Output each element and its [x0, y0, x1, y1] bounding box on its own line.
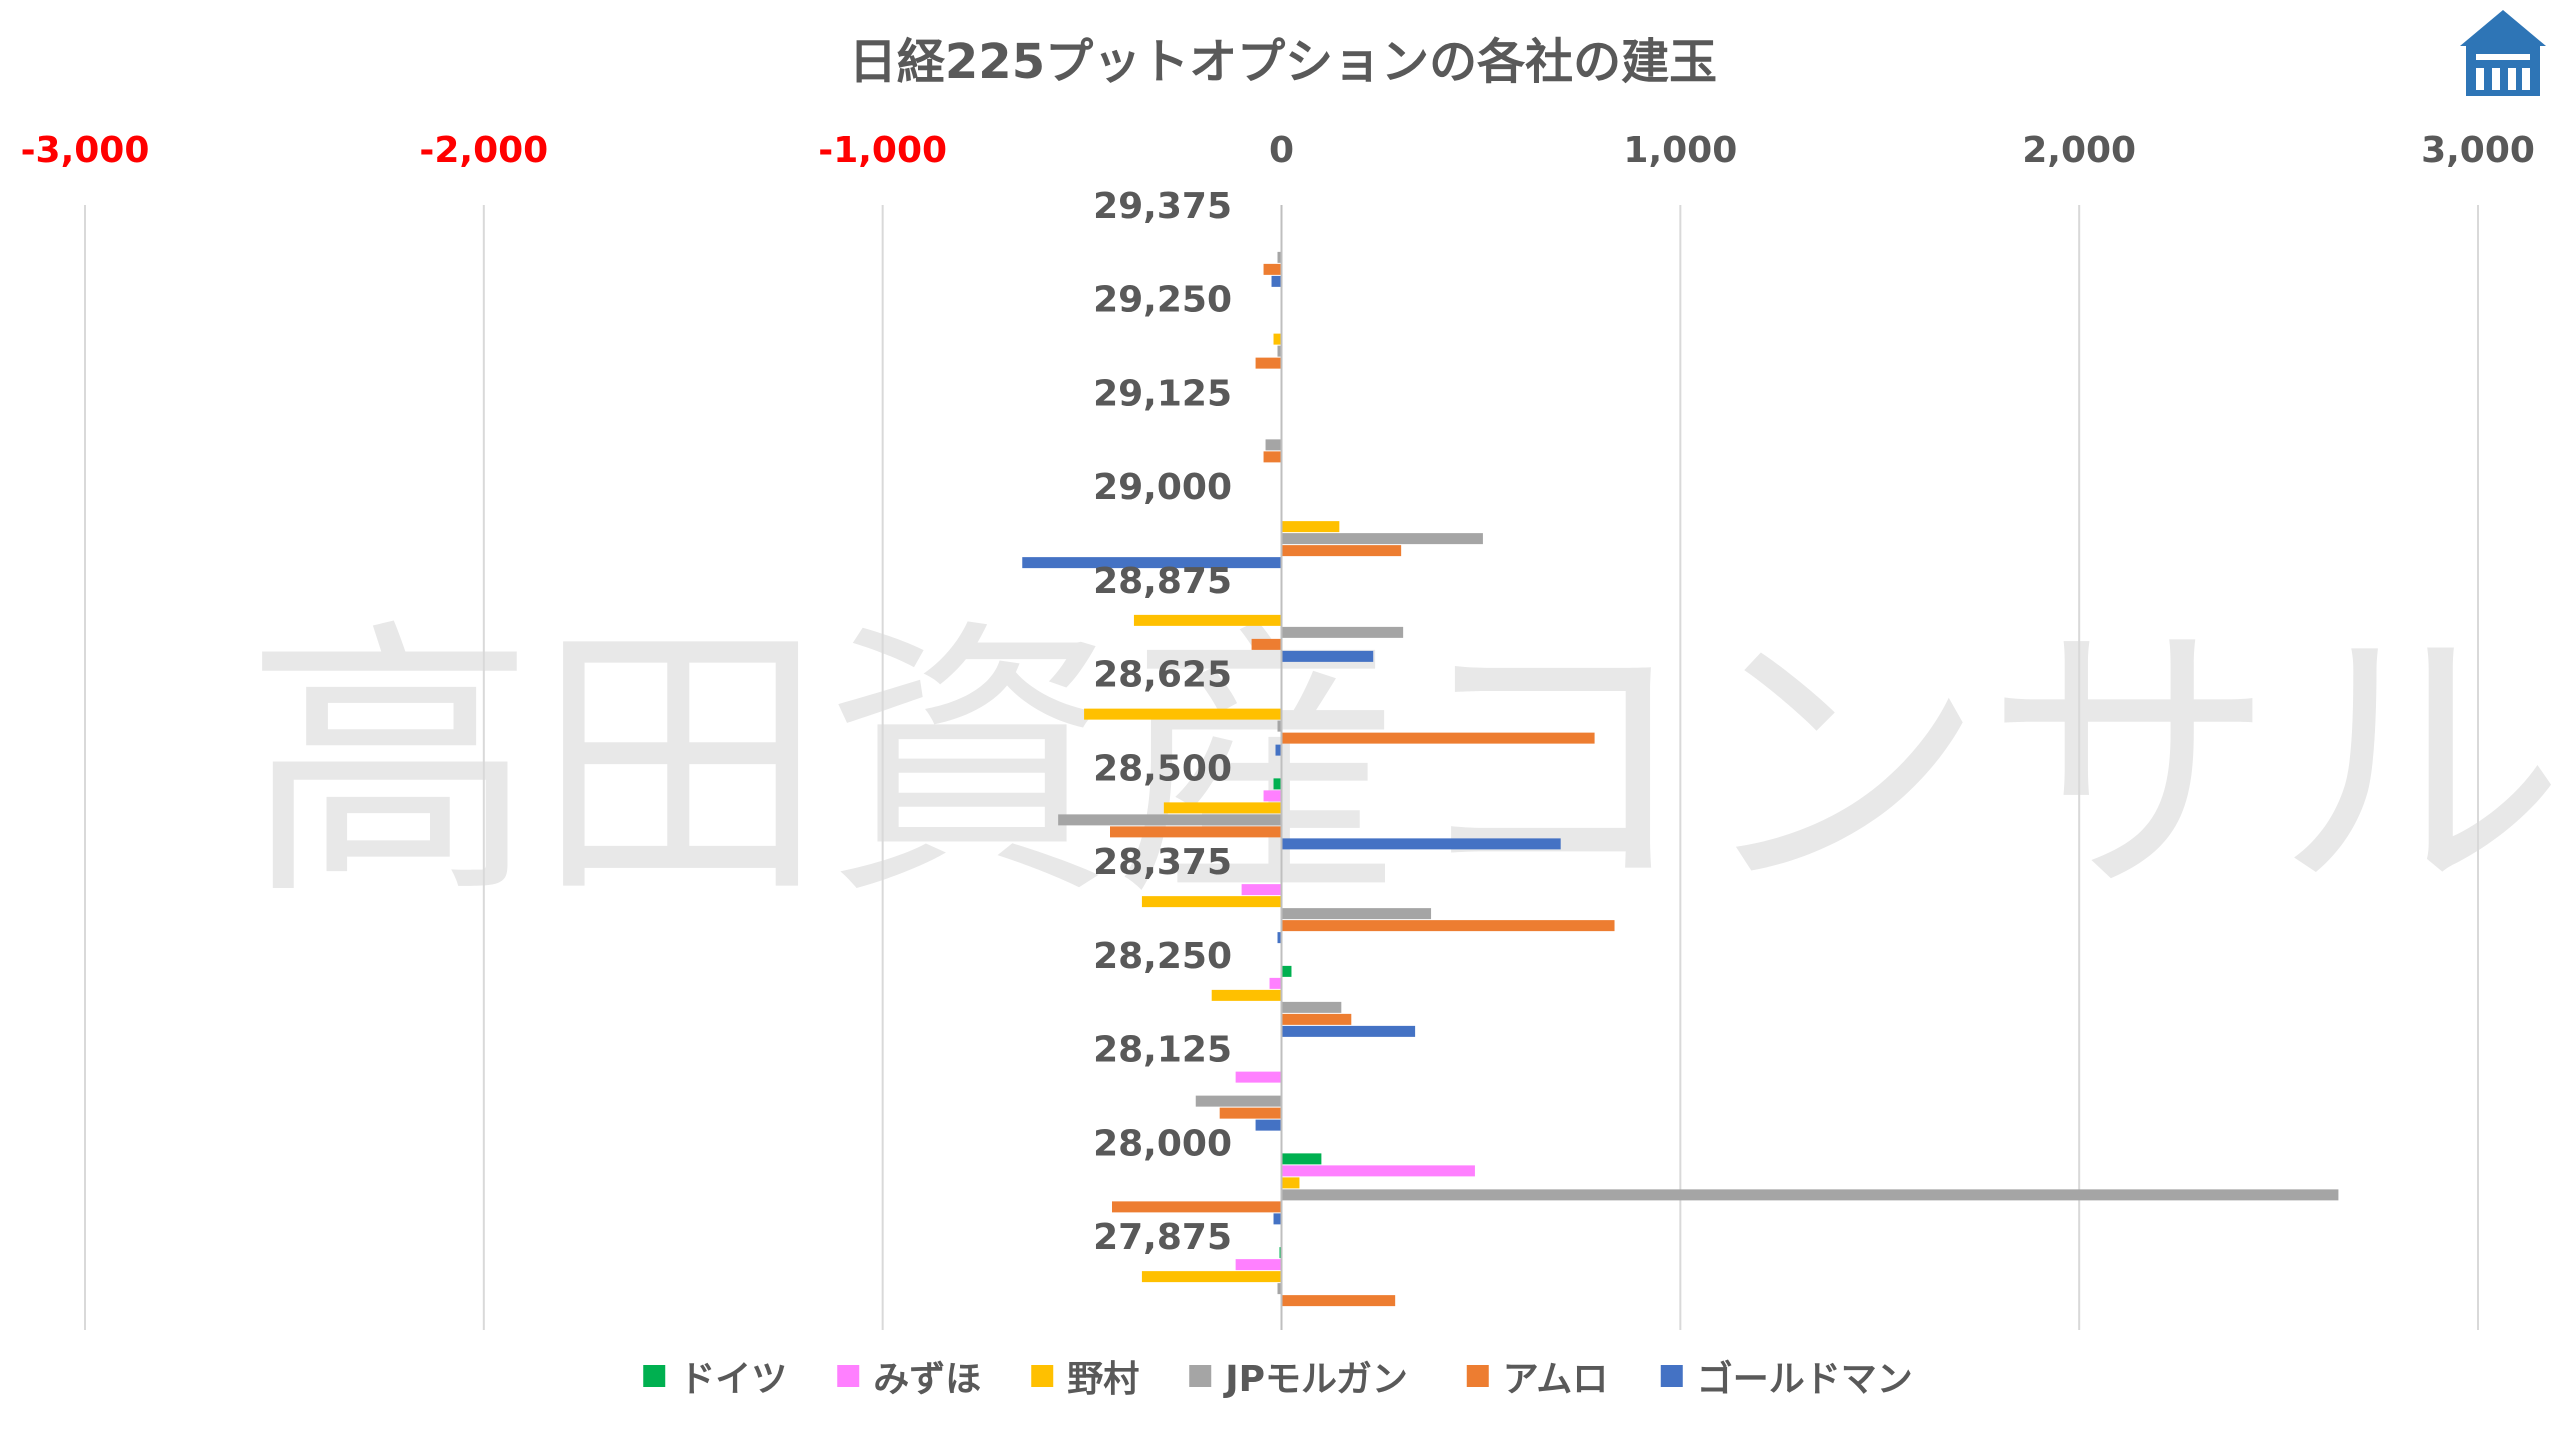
bar [1255, 1119, 1282, 1131]
bar [1281, 1165, 1475, 1177]
x-tick-label: 2,000 [2022, 130, 2136, 171]
bar [1281, 1013, 1352, 1025]
bar [1263, 790, 1282, 802]
x-tick-label: 0 [1269, 130, 1294, 171]
bar [1277, 720, 1282, 732]
bar [1235, 1071, 1282, 1083]
y-tick-label: 28,875 [1093, 561, 1232, 602]
chart-title: 日経225プットオプションの各社の建玉 [849, 34, 1717, 90]
bar [1211, 989, 1282, 1001]
gridlines [84, 205, 2479, 1330]
y-tick-label: 29,250 [1093, 280, 1232, 321]
y-tick-label: 28,375 [1093, 842, 1232, 883]
bar [1281, 533, 1483, 545]
bar [1273, 333, 1282, 345]
bar [1022, 557, 1282, 569]
legend-swatch [837, 1365, 860, 1387]
bar [1281, 920, 1615, 932]
bar [1281, 1177, 1300, 1189]
bar [1141, 1271, 1282, 1283]
bar [1141, 896, 1282, 908]
legend-swatch [643, 1365, 666, 1387]
legend-label: ドイツ [679, 1359, 787, 1400]
company-logo-icon [2460, 10, 2546, 96]
bar [1275, 744, 1282, 756]
bar [1281, 1025, 1416, 1037]
legend-label: ゴールドマン [1697, 1358, 1913, 1400]
bar [1281, 521, 1340, 533]
legend-swatch [1189, 1365, 1212, 1387]
legend-label: JPモルガン [1222, 1359, 1408, 1400]
bar [1281, 650, 1374, 662]
bar [1263, 451, 1282, 463]
bar [1241, 884, 1282, 896]
bar [1219, 1107, 1282, 1119]
bar [1277, 345, 1282, 357]
bar [1277, 932, 1282, 944]
bar [1235, 1259, 1282, 1271]
bar [1281, 838, 1561, 850]
legend-label: アムロ [1503, 1359, 1608, 1400]
x-tick-label: -2,000 [419, 130, 548, 171]
x-tick-label: 3,000 [2421, 130, 2535, 171]
y-tick-label: 28,500 [1093, 748, 1232, 789]
y-tick-label: 28,000 [1093, 1123, 1232, 1164]
bar [1263, 263, 1282, 275]
bar [1110, 826, 1282, 838]
bar [1271, 275, 1282, 287]
bar [1281, 908, 1432, 920]
bar [1281, 1001, 1342, 1013]
bar [1163, 802, 1282, 814]
bar [1255, 357, 1282, 369]
legend-label: 野村 [1067, 1359, 1139, 1400]
bar [1058, 814, 1282, 826]
bar [1281, 1189, 2339, 1201]
y-tick-label: 28,250 [1093, 936, 1232, 977]
y-tick-label: 28,125 [1093, 1030, 1232, 1071]
legend-label: みずほ [873, 1359, 981, 1400]
bar [1281, 965, 1292, 977]
legend: ドイツ みずほ 野村 JPモルガン アムロ ゴールドマン [643, 1358, 1913, 1400]
bars [1022, 251, 2339, 1307]
x-tick-label: 1,000 [1623, 130, 1737, 171]
bar [1281, 732, 1595, 744]
legend-swatch [1660, 1365, 1683, 1387]
bar [1277, 1283, 1282, 1295]
x-tick-label: -1,000 [818, 130, 947, 171]
bar [1281, 626, 1404, 638]
legend-swatch [1466, 1365, 1489, 1387]
bar [1084, 708, 1282, 720]
bar [1277, 251, 1282, 263]
bar [1133, 614, 1282, 626]
bar [1281, 1295, 1396, 1307]
x-tick-labels: -3,000 -2,000 -1,000 0 1,000 2,000 3,000 [21, 130, 2535, 171]
bar [1281, 545, 1402, 557]
y-tick-label: 28,625 [1093, 655, 1232, 696]
y-tick-label: 29,000 [1093, 467, 1232, 508]
bar [1269, 977, 1282, 989]
bar [1111, 1201, 1282, 1213]
bar [1281, 1153, 1322, 1165]
bar [1265, 439, 1282, 451]
y-tick-label: 27,875 [1093, 1217, 1232, 1258]
y-tick-label: 29,375 [1093, 186, 1232, 227]
bar [1273, 778, 1282, 790]
bar [1195, 1095, 1282, 1107]
y-tick-label: 29,125 [1093, 373, 1232, 414]
x-tick-label: -3,000 [21, 130, 150, 171]
bar [1251, 638, 1282, 650]
watermark-text: 高田資産コンサル [245, 597, 2556, 934]
bar [1273, 1213, 1282, 1225]
y-tick-labels: 29,375 29,250 29,125 29,000 28,875 28,625 28,5… [1093, 186, 1232, 1258]
legend-swatch [1031, 1365, 1054, 1387]
